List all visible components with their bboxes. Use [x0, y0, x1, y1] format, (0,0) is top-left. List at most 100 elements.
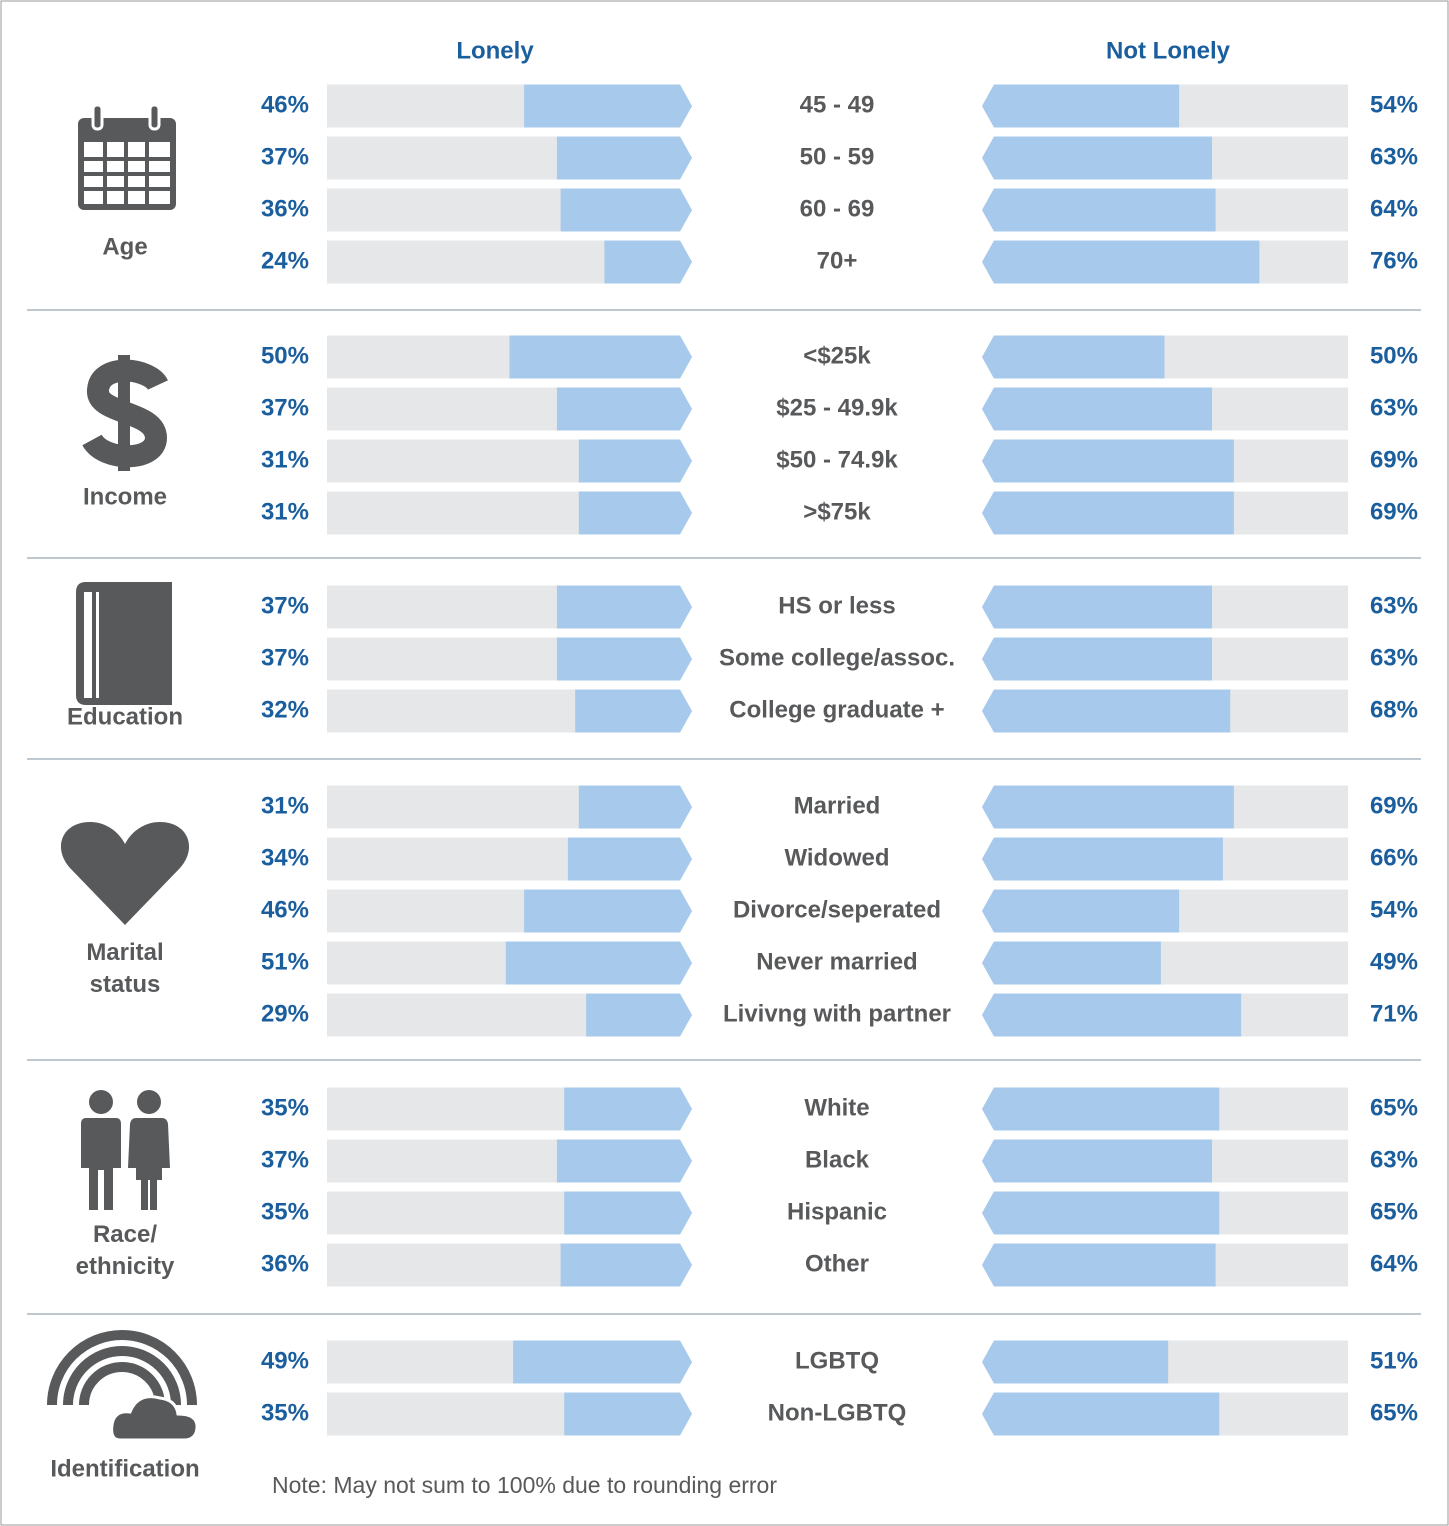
rainbow-icon [47, 1330, 199, 1442]
value-label: 63% [1370, 394, 1418, 421]
bar-lonely [578, 785, 692, 829]
value-label: 36% [261, 195, 309, 222]
bar-lonely [586, 993, 692, 1037]
bar-not-lonely [982, 240, 1260, 284]
value-label: 34% [261, 844, 309, 871]
category-label: $50 - 74.9k [776, 446, 898, 473]
value-label: 69% [1370, 446, 1418, 473]
category-label: Some college/assoc. [719, 644, 955, 671]
header-not-lonely: Not Lonely [1106, 37, 1231, 64]
bar-not-lonely [982, 837, 1223, 881]
value-label: 69% [1370, 498, 1418, 525]
value-label: 46% [261, 896, 309, 923]
category-label: 50 - 59 [800, 143, 875, 170]
bar-not-lonely [982, 439, 1234, 483]
bar-lonely [564, 1087, 692, 1131]
separators [27, 309, 1421, 1315]
value-label: 63% [1370, 644, 1418, 671]
bar-not-lonely [982, 585, 1212, 629]
value-label: 63% [1370, 1146, 1418, 1173]
bar-not-lonely [982, 136, 1212, 180]
bar-not-lonely [982, 1340, 1169, 1384]
bar-lonely [524, 889, 692, 933]
value-label: 71% [1370, 1000, 1418, 1027]
value-label: 31% [261, 498, 309, 525]
calendar-icon [78, 103, 176, 210]
category-label: Never married [756, 948, 917, 975]
bar-not-lonely [982, 993, 1242, 1037]
value-label: 63% [1370, 143, 1418, 170]
value-label: 32% [261, 696, 309, 723]
category-label: Non-LGBTQ [768, 1399, 907, 1426]
bar-not-lonely [982, 1087, 1220, 1131]
group-label: Race/ethnicity [76, 1221, 175, 1280]
value-label: 68% [1370, 696, 1418, 723]
value-label: 37% [261, 1146, 309, 1173]
header-lonely: Lonely [456, 37, 534, 64]
value-label: 31% [261, 792, 309, 819]
category-label: >$75k [803, 498, 871, 525]
value-label: 51% [1370, 1347, 1418, 1374]
category-label: College graduate + [729, 696, 944, 723]
value-label: 37% [261, 394, 309, 421]
note: Note: May not sum to 100% due to roundin… [272, 1472, 777, 1498]
value-label: 24% [261, 247, 309, 274]
value-label: 35% [261, 1399, 309, 1426]
value-label: 64% [1370, 195, 1418, 222]
bar-not-lonely [982, 689, 1231, 733]
bar-not-lonely [982, 941, 1161, 985]
bar-not-lonely [982, 1191, 1220, 1235]
value-label: 65% [1370, 1198, 1418, 1225]
category-label: Married [794, 792, 881, 819]
group-label: Marital status [86, 939, 163, 998]
value-label: 49% [261, 1347, 309, 1374]
value-label: 69% [1370, 792, 1418, 819]
value-label: 63% [1370, 592, 1418, 619]
group-label: Income [83, 483, 167, 510]
bar-lonely [505, 941, 692, 985]
value-label: 65% [1370, 1094, 1418, 1121]
bar-lonely [564, 1392, 692, 1436]
group-label: Age [102, 233, 147, 260]
bar-not-lonely [982, 637, 1212, 681]
book-icon [76, 582, 172, 705]
bar-lonely [578, 439, 692, 483]
bar-lonely [524, 84, 692, 128]
category-label: 70+ [817, 247, 858, 274]
category-label: Divorce/seperated [733, 896, 941, 923]
people-icon [81, 1090, 170, 1210]
bar-lonely [556, 387, 692, 431]
value-label: 37% [261, 143, 309, 170]
bar-lonely [556, 1139, 692, 1183]
category-label: Black [805, 1146, 870, 1173]
category-label: <$25k [803, 342, 871, 369]
value-label: 37% [261, 644, 309, 671]
value-label: 35% [261, 1094, 309, 1121]
value-label: 64% [1370, 1250, 1418, 1277]
value-label: 36% [261, 1250, 309, 1277]
value-label: 65% [1370, 1399, 1418, 1426]
category-label: 45 - 49 [800, 91, 875, 118]
bar-not-lonely [982, 335, 1165, 379]
value-label: 46% [261, 91, 309, 118]
bar-lonely [560, 1243, 692, 1287]
category-label: Hispanic [787, 1198, 887, 1225]
bar-not-lonely [982, 1392, 1220, 1436]
bar-lonely [604, 240, 692, 284]
bar-not-lonely [982, 387, 1212, 431]
value-label: 35% [261, 1198, 309, 1225]
bar-lonely [578, 491, 692, 535]
category-label: 60 - 69 [800, 195, 875, 222]
value-label: 76% [1370, 247, 1418, 274]
category-label: $25 - 49.9k [776, 394, 898, 421]
bar-lonely [513, 1340, 692, 1384]
bar-not-lonely [982, 1243, 1216, 1287]
bar-lonely [556, 585, 692, 629]
dollar-icon [82, 355, 168, 471]
category-label: Livivng with partner [723, 1000, 951, 1027]
bar-not-lonely [982, 889, 1180, 933]
bar-not-lonely [982, 1139, 1212, 1183]
bar-not-lonely [982, 785, 1234, 829]
category-label: White [804, 1094, 869, 1121]
